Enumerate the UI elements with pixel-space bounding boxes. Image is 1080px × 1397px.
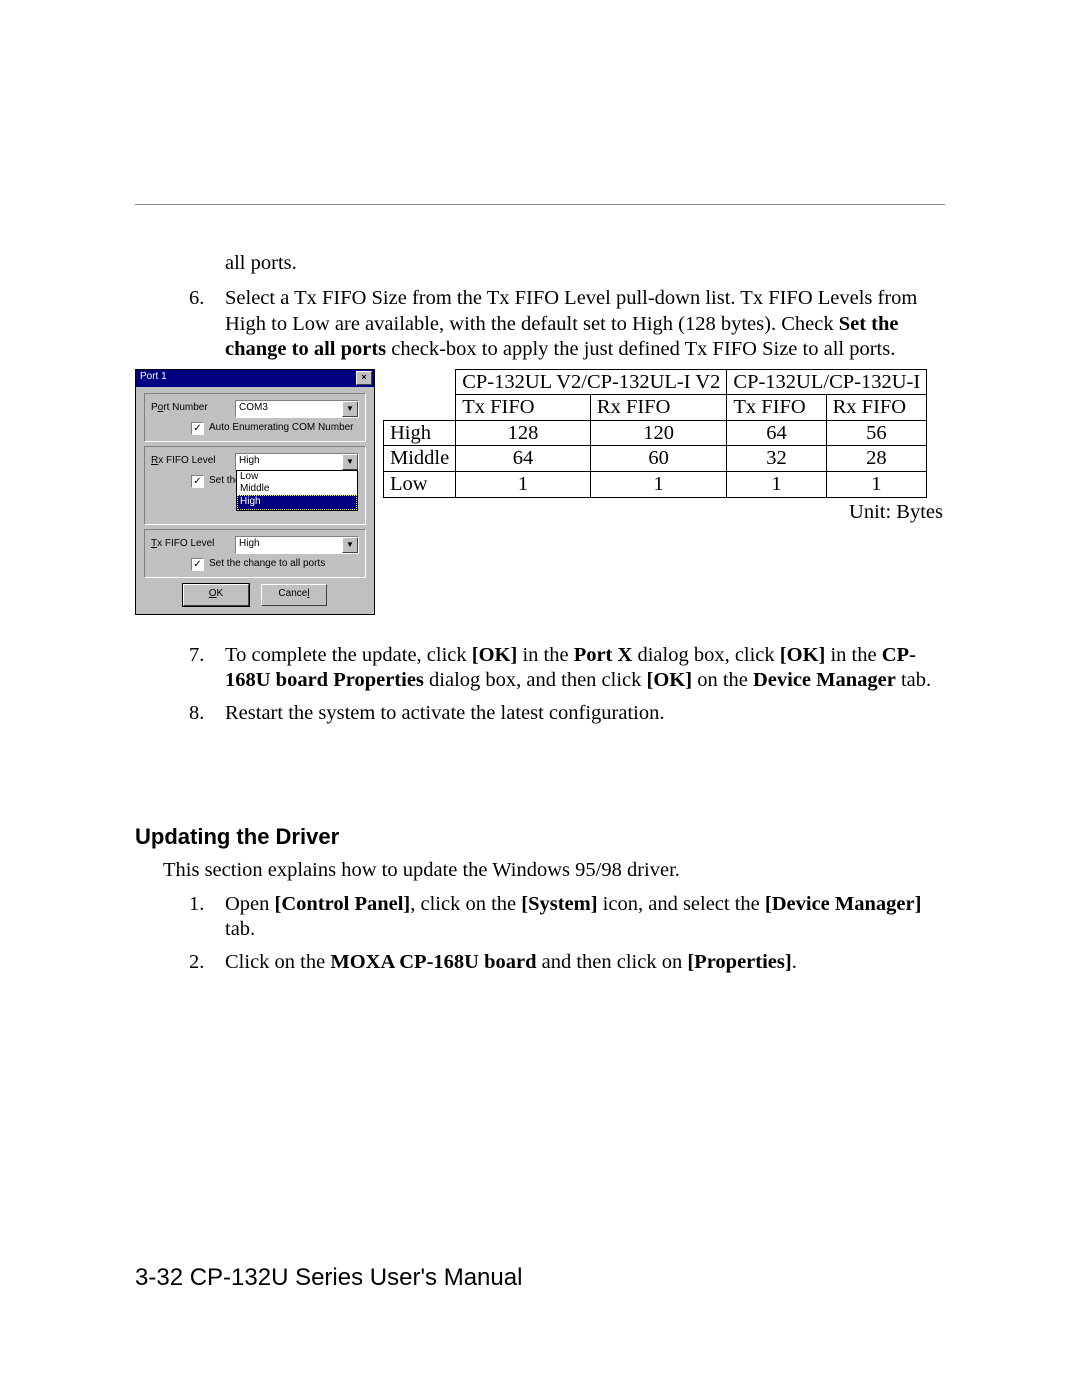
rx-fifo-value: High bbox=[239, 455, 260, 467]
update-steps: 1. Open [Control Panel], click on the [S… bbox=[189, 892, 945, 976]
rx-fifo-dropdown: Low Middle High bbox=[236, 470, 358, 511]
step-7-number: 7. bbox=[189, 643, 225, 694]
table-sub-tx-1: Tx FIFO bbox=[456, 395, 591, 421]
checkbox-checked-icon: ✓ bbox=[191, 475, 204, 488]
chevron-down-icon: ▼ bbox=[342, 537, 358, 553]
table-header-std: CP-132UL/CP-132U-I bbox=[727, 369, 927, 395]
chevron-down-icon: ▼ bbox=[342, 454, 358, 470]
step-6-text: Select a Tx FIFO Size from the Tx FIFO L… bbox=[225, 286, 945, 362]
rx-fifo-group: Rx FIFO Level High ▼ Low Middle High bbox=[144, 446, 366, 525]
dialog-buttons: OK Cancel bbox=[144, 584, 366, 606]
port-number-value: COM3 bbox=[239, 402, 268, 414]
step-8-number: 8. bbox=[189, 701, 225, 726]
tx-fifo-combo[interactable]: High ▼ bbox=[235, 536, 359, 554]
page-footer: 3-32 CP-132U Series User's Manual bbox=[135, 1264, 522, 1292]
tx-fifo-group: Tx FIFO Level High ▼ ✓ Set the change to… bbox=[144, 529, 366, 578]
auto-enum-label: Auto Enumerating COM Number bbox=[209, 422, 354, 434]
content: all ports. 6. Select a Tx FIFO Size from… bbox=[135, 195, 945, 976]
ok-button[interactable]: OK bbox=[183, 584, 249, 606]
steps-7-8: 7. To complete the update, click [OK] in… bbox=[189, 643, 945, 727]
port-number-group: Port Number COM3 ▼ ✓ Auto Enumerating CO… bbox=[144, 393, 366, 442]
dropdown-option-middle[interactable]: Middle bbox=[237, 483, 357, 495]
section-intro: This section explains how to update the … bbox=[163, 858, 945, 883]
tx-fifo-value: High bbox=[239, 538, 260, 550]
table-header-v2: CP-132UL V2/CP-132UL-I V2 bbox=[456, 369, 727, 395]
update-step-1-text: Open [Control Panel], click on the [Syst… bbox=[225, 892, 945, 943]
section-heading: Updating the Driver bbox=[135, 823, 945, 850]
rx-fifo-combo[interactable]: High ▼ Low Middle High bbox=[235, 453, 359, 471]
step-6-number: 6. bbox=[189, 286, 225, 362]
fifo-table: CP-132UL V2/CP-132UL-I V2 CP-132UL/CP-13… bbox=[383, 369, 927, 498]
close-icon[interactable]: × bbox=[356, 371, 372, 385]
table-row: Middle 64 60 32 28 bbox=[384, 446, 927, 472]
update-step-1-number: 1. bbox=[189, 892, 225, 943]
step-7: 7. To complete the update, click [OK] in… bbox=[189, 643, 945, 694]
step-7-text: To complete the update, click [OK] in th… bbox=[225, 643, 945, 694]
table-sub-rx-1: Rx FIFO bbox=[590, 395, 727, 421]
table-unit: Unit: Bytes bbox=[383, 500, 945, 525]
dialog-title: Port 1 bbox=[140, 371, 167, 383]
port-dialog: Port 1 × Port Number COM3 ▼ bbox=[135, 369, 375, 615]
update-step-2-text: Click on the MOXA CP-168U board and then… bbox=[225, 950, 945, 975]
tx-fifo-label: Tx FIFO Level bbox=[151, 538, 235, 550]
table-sub-tx-2: Tx FIFO bbox=[727, 395, 826, 421]
step-6-block: 6. Select a Tx FIFO Size from the Tx FIF… bbox=[189, 286, 945, 362]
fifo-table-wrap: CP-132UL V2/CP-132UL-I V2 CP-132UL/CP-13… bbox=[383, 369, 945, 525]
top-rule bbox=[135, 204, 945, 205]
dialog-titlebar: Port 1 × bbox=[136, 370, 374, 387]
step-8: 8. Restart the system to activate the la… bbox=[189, 701, 945, 726]
chevron-down-icon: ▼ bbox=[342, 401, 358, 417]
page: all ports. 6. Select a Tx FIFO Size from… bbox=[0, 0, 1080, 976]
all-ports-text: all ports. bbox=[225, 252, 297, 274]
table-row: Low 1 1 1 1 bbox=[384, 472, 927, 498]
table-row: High 128 120 64 56 bbox=[384, 420, 927, 446]
step-6: 6. Select a Tx FIFO Size from the Tx FIF… bbox=[189, 286, 945, 362]
table-sub-rx-2: Rx FIFO bbox=[826, 395, 927, 421]
update-step-1: 1. Open [Control Panel], click on the [S… bbox=[189, 892, 945, 943]
continuation-text: all ports. bbox=[225, 251, 945, 276]
dropdown-option-low[interactable]: Low bbox=[237, 471, 357, 483]
port-number-combo[interactable]: COM3 ▼ bbox=[235, 400, 359, 418]
figure-row: Port 1 × Port Number COM3 ▼ bbox=[135, 369, 945, 615]
checkbox-checked-icon: ✓ bbox=[191, 558, 204, 571]
tx-set-change-checkbox[interactable]: ✓ Set the change to all ports bbox=[191, 558, 359, 571]
rx-fifo-label: Rx FIFO Level bbox=[151, 455, 235, 467]
dialog-body: Port Number COM3 ▼ ✓ Auto Enumerating CO… bbox=[136, 387, 374, 614]
port-number-label: Port Number bbox=[151, 402, 235, 414]
dropdown-option-high[interactable]: High bbox=[237, 495, 357, 509]
auto-enum-checkbox[interactable]: ✓ Auto Enumerating COM Number bbox=[191, 422, 359, 435]
tx-set-change-label: Set the change to all ports bbox=[209, 558, 325, 570]
cancel-button[interactable]: Cancel bbox=[261, 584, 327, 606]
update-step-2: 2. Click on the MOXA CP-168U board and t… bbox=[189, 950, 945, 975]
update-step-2-number: 2. bbox=[189, 950, 225, 975]
checkbox-checked-icon: ✓ bbox=[191, 422, 204, 435]
step-8-text: Restart the system to activate the lates… bbox=[225, 701, 945, 726]
